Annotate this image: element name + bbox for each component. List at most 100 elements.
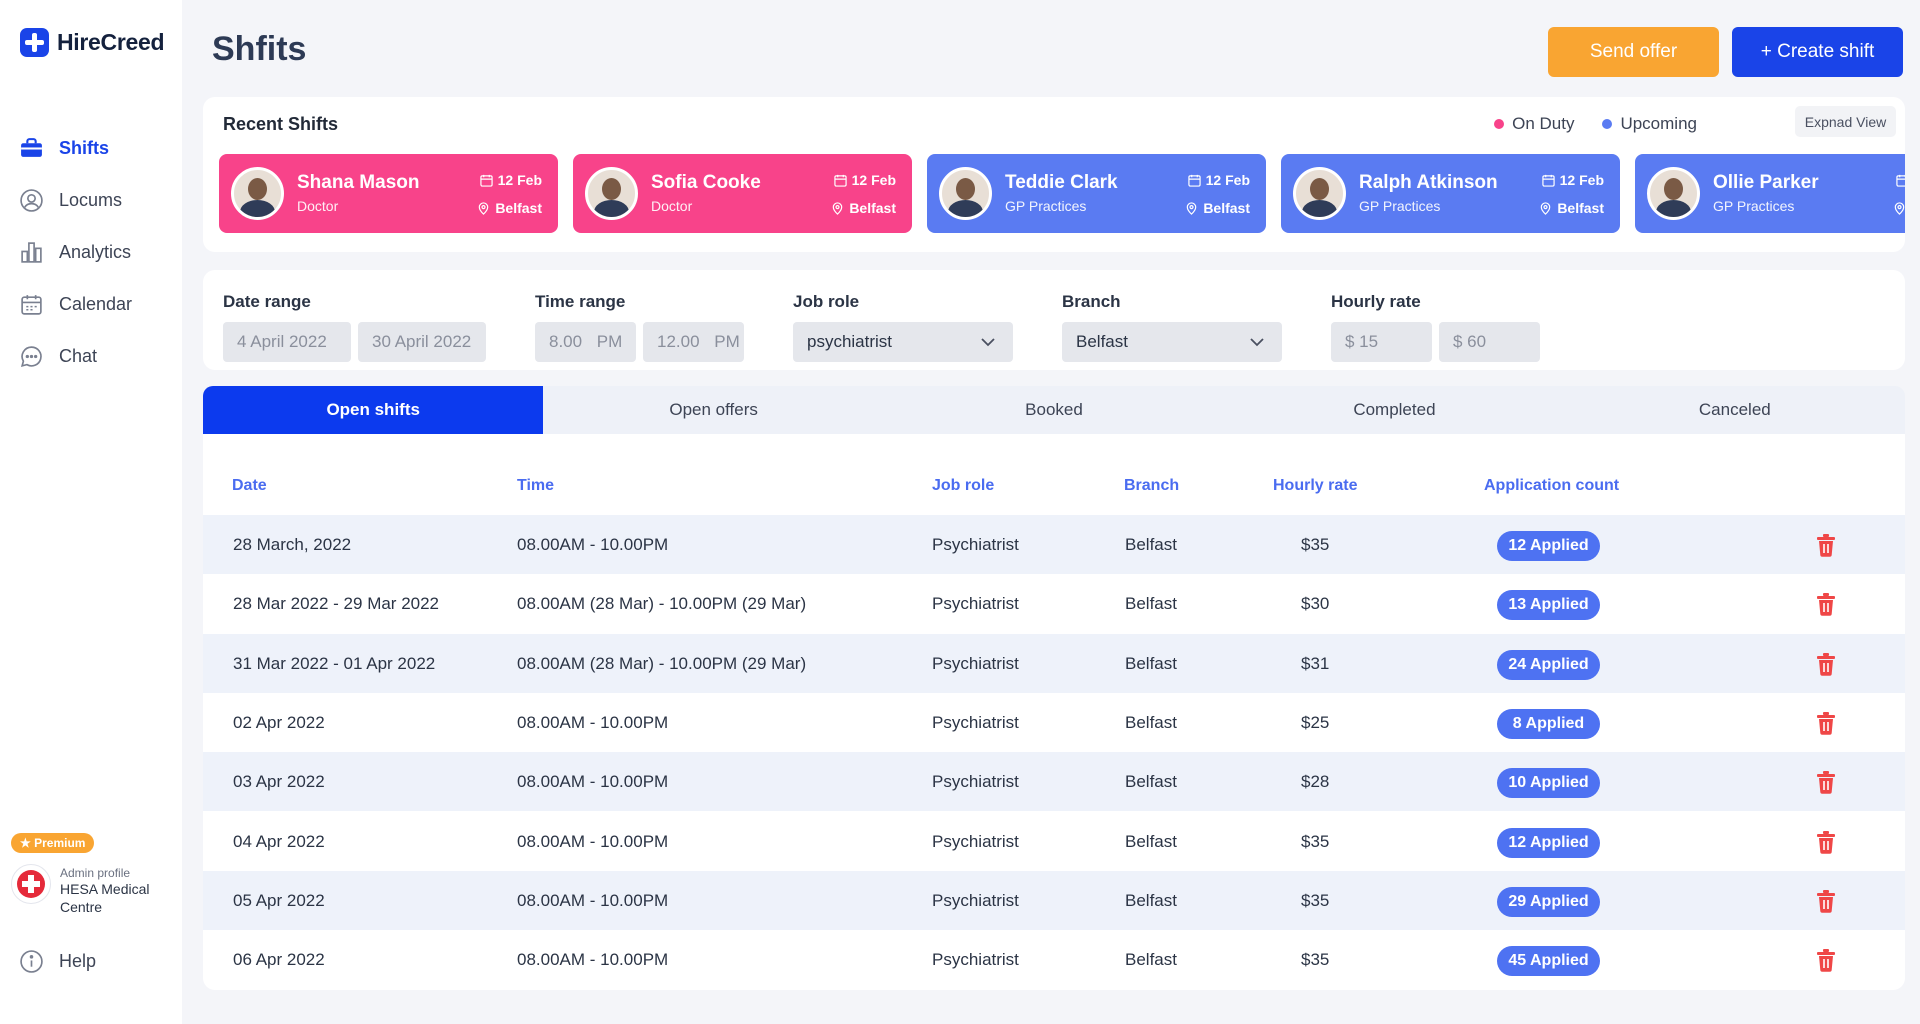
main-content: Shfits Send offer + Create shift Recent … [203, 0, 1905, 1024]
application-count-badge[interactable]: 10 Applied [1497, 768, 1600, 799]
application-count-badge[interactable]: 29 Applied [1497, 886, 1600, 917]
expand-view-button[interactable]: Expnad View [1795, 106, 1896, 137]
time-to-input[interactable]: 12.00 PM [643, 322, 744, 362]
column-header-branch[interactable]: Branch [1124, 477, 1180, 494]
trash-icon[interactable] [1815, 770, 1837, 794]
shifts-table: Date Time Job role Branch Hourly rate Ap… [203, 434, 1905, 990]
cell-branch: Belfast [1125, 653, 1177, 673]
application-count-badge[interactable]: 13 Applied [1497, 590, 1600, 621]
job-role-select[interactable]: psychiatrist [793, 322, 1013, 362]
shift-card[interactable]: Ollie Parker GP Practices 12 Feb Belfast [1635, 154, 1905, 233]
calendar-icon [1541, 174, 1555, 187]
column-header-job-role[interactable]: Job role [932, 477, 995, 494]
sidebar-item-calendar[interactable]: Calendar [0, 278, 182, 330]
application-count-badge[interactable]: 24 Applied [1497, 649, 1600, 680]
table-row[interactable]: 03 Apr 2022 08.00AM - 10.00PM Psychiatrist… [203, 752, 1905, 812]
cell-hourly-rate: $35 [1301, 890, 1330, 910]
table-row[interactable]: 06 Apr 2022 08.00AM - 10.00PM Psychiatrist… [203, 930, 1905, 989]
column-header-date[interactable]: Date [232, 477, 267, 494]
admin-profile[interactable]: Admin profile HESA Medical Centre [11, 864, 160, 916]
table-row[interactable]: 02 Apr 2022 08.00AM - 10.00PM Psychiatrist… [203, 693, 1905, 752]
cell-hourly-rate: $35 [1301, 535, 1330, 554]
time-from-input[interactable]: 8.00 PM [535, 322, 636, 362]
table-row[interactable]: 28 Mar 2022 - 29 Mar 2022 08.00AM (28 Mar… [203, 574, 1905, 633]
avatar [585, 167, 638, 220]
create-shift-button[interactable]: + Create shift [1732, 27, 1903, 77]
column-header-hourly-rate[interactable]: Hourly rate [1273, 477, 1358, 494]
cell-branch: Belfast [1125, 712, 1177, 732]
trash-icon[interactable] [1815, 830, 1837, 854]
tab-booked[interactable]: Booked [1025, 400, 1083, 419]
tab-open-shifts[interactable]: Open shifts [203, 386, 544, 434]
sidebar-item-label: Analytics [59, 241, 132, 262]
avatar [1293, 167, 1346, 220]
cell-job-role: Psychiatrist [932, 594, 1019, 614]
date-from-input[interactable]: 4 April 2022 [223, 322, 351, 362]
legend-on-duty: On Duty [1494, 114, 1574, 134]
send-offer-button[interactable]: Send offer [1548, 27, 1719, 77]
calendar-icon [1187, 174, 1201, 187]
sidebar-nav: Shifts Locums Analytics Calendar Chat [0, 122, 182, 382]
shift-card[interactable]: Sofia Cooke Doctor 12 Feb Belfast [573, 154, 912, 233]
avatar [939, 167, 992, 220]
filters-panel: Date range 4 April 2022 30 April 2022 Ti… [203, 270, 1905, 370]
premium-label: Premium [34, 836, 86, 850]
column-header-time[interactable]: Time [517, 477, 555, 494]
sidebar-item-shifts[interactable]: Shifts [0, 122, 182, 174]
cell-date: 06 Apr 2022 [233, 950, 325, 970]
chat-bubble-icon [20, 345, 42, 367]
trash-icon[interactable] [1815, 711, 1837, 735]
table-row[interactable]: 05 Apr 2022 08.00AM - 10.00PM Psychiatrist… [203, 870, 1905, 930]
legend-upcoming: Upcoming [1602, 114, 1697, 134]
help-link[interactable]: Help [19, 949, 96, 974]
cell-job-role: Psychiatrist [932, 653, 1019, 673]
dot-icon [1602, 119, 1613, 129]
cell-hourly-rate: $35 [1301, 950, 1330, 970]
trash-icon[interactable] [1815, 889, 1837, 913]
cell-branch: Belfast [1125, 890, 1177, 910]
cell-date: 02 Apr 2022 [233, 712, 325, 732]
shift-card-name: Ralph Atkinson [1359, 172, 1498, 193]
location-pin-icon [479, 201, 489, 215]
tab-open-offers[interactable]: Open offers [669, 400, 758, 419]
app-name: HireCreed [57, 29, 165, 55]
application-count-badge[interactable]: 12 Applied [1497, 531, 1600, 561]
application-count-badge[interactable]: 12 Applied [1497, 827, 1600, 858]
application-count-badge[interactable]: 8 Applied [1497, 708, 1600, 739]
cell-date: 03 Apr 2022 [233, 772, 325, 792]
shift-card-name: Sofia Cooke [651, 172, 761, 193]
filter-label: Date range [223, 292, 311, 311]
application-count-badge[interactable]: 45 Applied [1497, 946, 1600, 977]
trash-icon[interactable] [1815, 592, 1837, 617]
shift-card[interactable]: Teddie Clark GP Practices 12 Feb Belfast [927, 154, 1266, 233]
shift-card[interactable]: Ralph Atkinson GP Practices 12 Feb Belfast [1281, 154, 1620, 233]
app-logo[interactable]: HireCreed [20, 28, 165, 57]
trash-icon[interactable] [1815, 533, 1837, 557]
sidebar-item-label: Calendar [59, 293, 133, 314]
filter-label: Time range [535, 292, 626, 311]
table-row[interactable]: 28 March, 2022 08.00AM - 10.00PM Psychiatr… [203, 515, 1905, 574]
branch-select[interactable]: Belfast [1062, 322, 1282, 362]
sidebar-item-label: Shifts [59, 137, 110, 158]
admin-profile-label: Admin profile [60, 866, 131, 880]
shift-card[interactable]: Shana Mason Doctor 12 Feb Belfast [219, 154, 558, 233]
date-to-input[interactable]: 30 April 2022 [358, 322, 486, 362]
table-header: Date Time Job role Branch Hourly rate Ap… [203, 470, 1905, 502]
column-header-application-count[interactable]: Application count [1484, 477, 1620, 494]
branch-value: Belfast [1076, 332, 1128, 351]
calendar-icon [21, 294, 42, 315]
recent-shifts-title: Recent Shifts [223, 114, 339, 134]
sidebar-item-locums[interactable]: Locums [0, 174, 182, 226]
sidebar-item-chat[interactable]: Chat [0, 330, 182, 382]
sidebar-item-analytics[interactable]: Analytics [0, 226, 182, 278]
table-row[interactable]: 04 Apr 2022 08.00AM - 10.00PM Psychiatrist… [203, 812, 1905, 871]
tab-completed[interactable]: Completed [1353, 400, 1436, 419]
trash-icon[interactable] [1815, 652, 1837, 676]
shift-card-name: Ollie Parker [1713, 172, 1819, 193]
rate-min-input[interactable]: $ 15 [1331, 322, 1432, 362]
trash-icon[interactable] [1815, 948, 1837, 972]
table-row[interactable]: 31 Mar 2022 - 01 Apr 2022 08.00AM (28 Mar… [203, 633, 1905, 693]
tab-canceled[interactable]: Canceled [1698, 400, 1771, 419]
shift-card-role: GP Practices [1359, 198, 1441, 214]
rate-max-input[interactable]: $ 60 [1439, 322, 1540, 362]
